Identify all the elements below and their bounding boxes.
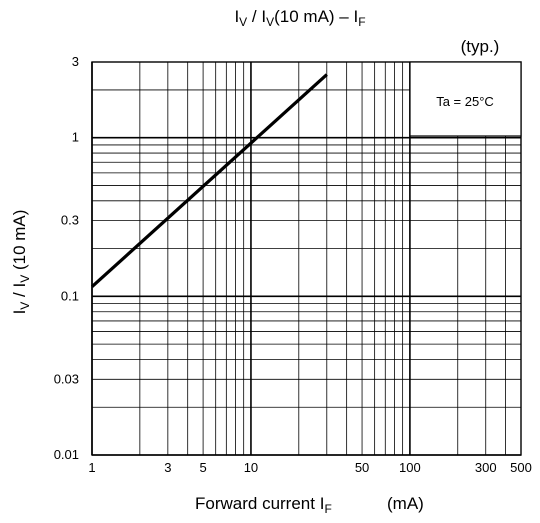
- x-axis-unit: (mA): [387, 494, 424, 513]
- chart-title: IV / IV(10 mA) – IF: [234, 7, 365, 29]
- y-tick-label: 1: [72, 130, 79, 145]
- series-layer: [90, 73, 328, 288]
- y-tick-label: 0.01: [54, 447, 79, 462]
- x-axis-label: Forward current IF: [195, 494, 332, 516]
- x-tick-label: 1: [88, 460, 95, 475]
- y-tick-label: 0.03: [54, 371, 79, 386]
- plot-frame: [91, 61, 522, 456]
- x-tick-label: 3: [164, 460, 171, 475]
- series-line: [90, 73, 328, 288]
- x-tick-label: 10: [244, 460, 258, 475]
- plot-border: [91, 61, 522, 456]
- condition-box: [409, 61, 522, 137]
- x-tick-label: 50: [355, 460, 369, 475]
- x-tick-label: 500: [510, 460, 532, 475]
- condition-label: Ta = 25°C: [436, 94, 494, 109]
- y-tick-label: 0.1: [61, 288, 79, 303]
- typ-note: (typ.): [461, 37, 500, 56]
- tick-labels: 1 3 5 10 50 100 300 500 0.01 0.03 0.1 0.3 1 3: [54, 54, 532, 475]
- x-tick-label: 100: [399, 460, 421, 475]
- y-axis-label: IV / IV (10 mA): [10, 210, 32, 315]
- x-tick-label: 300: [475, 460, 497, 475]
- x-tick-label: 5: [199, 460, 206, 475]
- y-tick-label: 3: [72, 54, 79, 69]
- y-tick-label: 0.3: [61, 213, 79, 228]
